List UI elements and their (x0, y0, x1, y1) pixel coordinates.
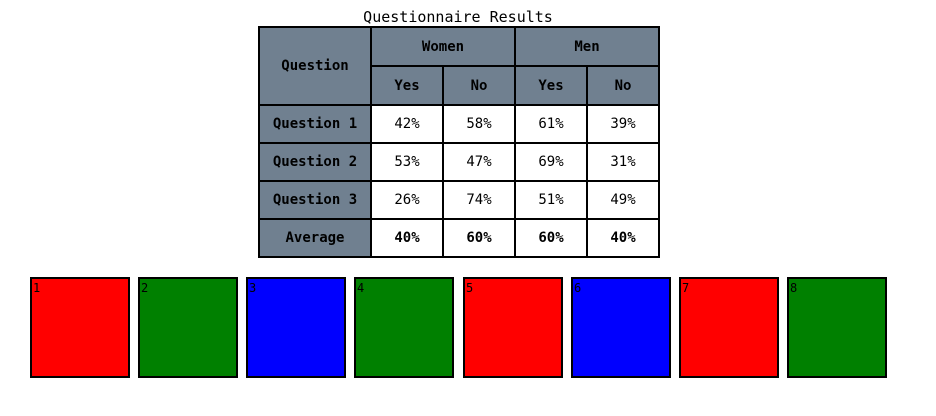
table-row: Question 2 53% 47% 69% 31% (258, 142, 661, 182)
corner-header: Question (258, 26, 372, 106)
color-box: 5 (463, 277, 563, 378)
group-header-women: Women (370, 26, 516, 67)
color-box-label: 1 (33, 281, 41, 295)
group-header-men: Men (513, 26, 661, 67)
subheader-women-yes: Yes (370, 65, 444, 106)
average-cell: 60% (514, 218, 588, 258)
color-box-label: 7 (682, 281, 690, 295)
table-cell: 69% (514, 142, 588, 182)
color-box: 6 (571, 277, 671, 378)
header-row-answers: Yes No Yes No (259, 65, 661, 106)
subheader-men-no: No (585, 65, 661, 106)
subheader-men-yes: Yes (514, 65, 588, 106)
table-cell: 26% (370, 180, 444, 220)
color-box: 4 (354, 277, 454, 378)
color-box: 8 (787, 277, 887, 378)
table-cell: 42% (370, 104, 444, 144)
subheader-women-no: No (442, 65, 516, 106)
color-box-label: 2 (141, 281, 149, 295)
color-box-label: 8 (790, 281, 798, 295)
color-box-label: 6 (574, 281, 582, 295)
header-row-groups: Question Women Men (258, 26, 661, 106)
table-caption: Questionnaire Results (363, 8, 553, 26)
results-table-container: Questionnaire Results Question Women Men… (258, 6, 661, 258)
color-box: 1 (30, 277, 130, 378)
table-cell: 58% (442, 104, 516, 144)
table-cell: 31% (585, 142, 661, 182)
color-box: 2 (138, 277, 238, 378)
average-cell: 40% (585, 218, 661, 258)
color-box: 3 (246, 277, 346, 378)
average-row-header: Average (258, 218, 372, 258)
color-box-label: 3 (249, 281, 257, 295)
table-cell: 61% (514, 104, 588, 144)
table-cell: 39% (585, 104, 661, 144)
average-cell: 40% (370, 218, 444, 258)
table-cell: 51% (514, 180, 588, 220)
color-box-label: 4 (357, 281, 365, 295)
row-header: Question 3 (258, 180, 372, 220)
table-row: Question 1 42% 58% 61% 39% (258, 104, 661, 144)
color-box-label: 5 (466, 281, 474, 295)
average-row: Average 40% 60% 60% 40% (258, 218, 661, 258)
average-cell: 60% (442, 218, 516, 258)
questionnaire-table: Question Women Men Yes No Yes No Questio… (258, 26, 661, 258)
table-cell: 49% (585, 180, 661, 220)
table-cell: 74% (442, 180, 516, 220)
table-row: Question 3 26% 74% 51% 49% (258, 180, 661, 220)
table-cell: 53% (370, 142, 444, 182)
row-header: Question 2 (258, 142, 372, 182)
row-header: Question 1 (258, 104, 372, 144)
color-box: 7 (679, 277, 779, 378)
table-cell: 47% (442, 142, 516, 182)
